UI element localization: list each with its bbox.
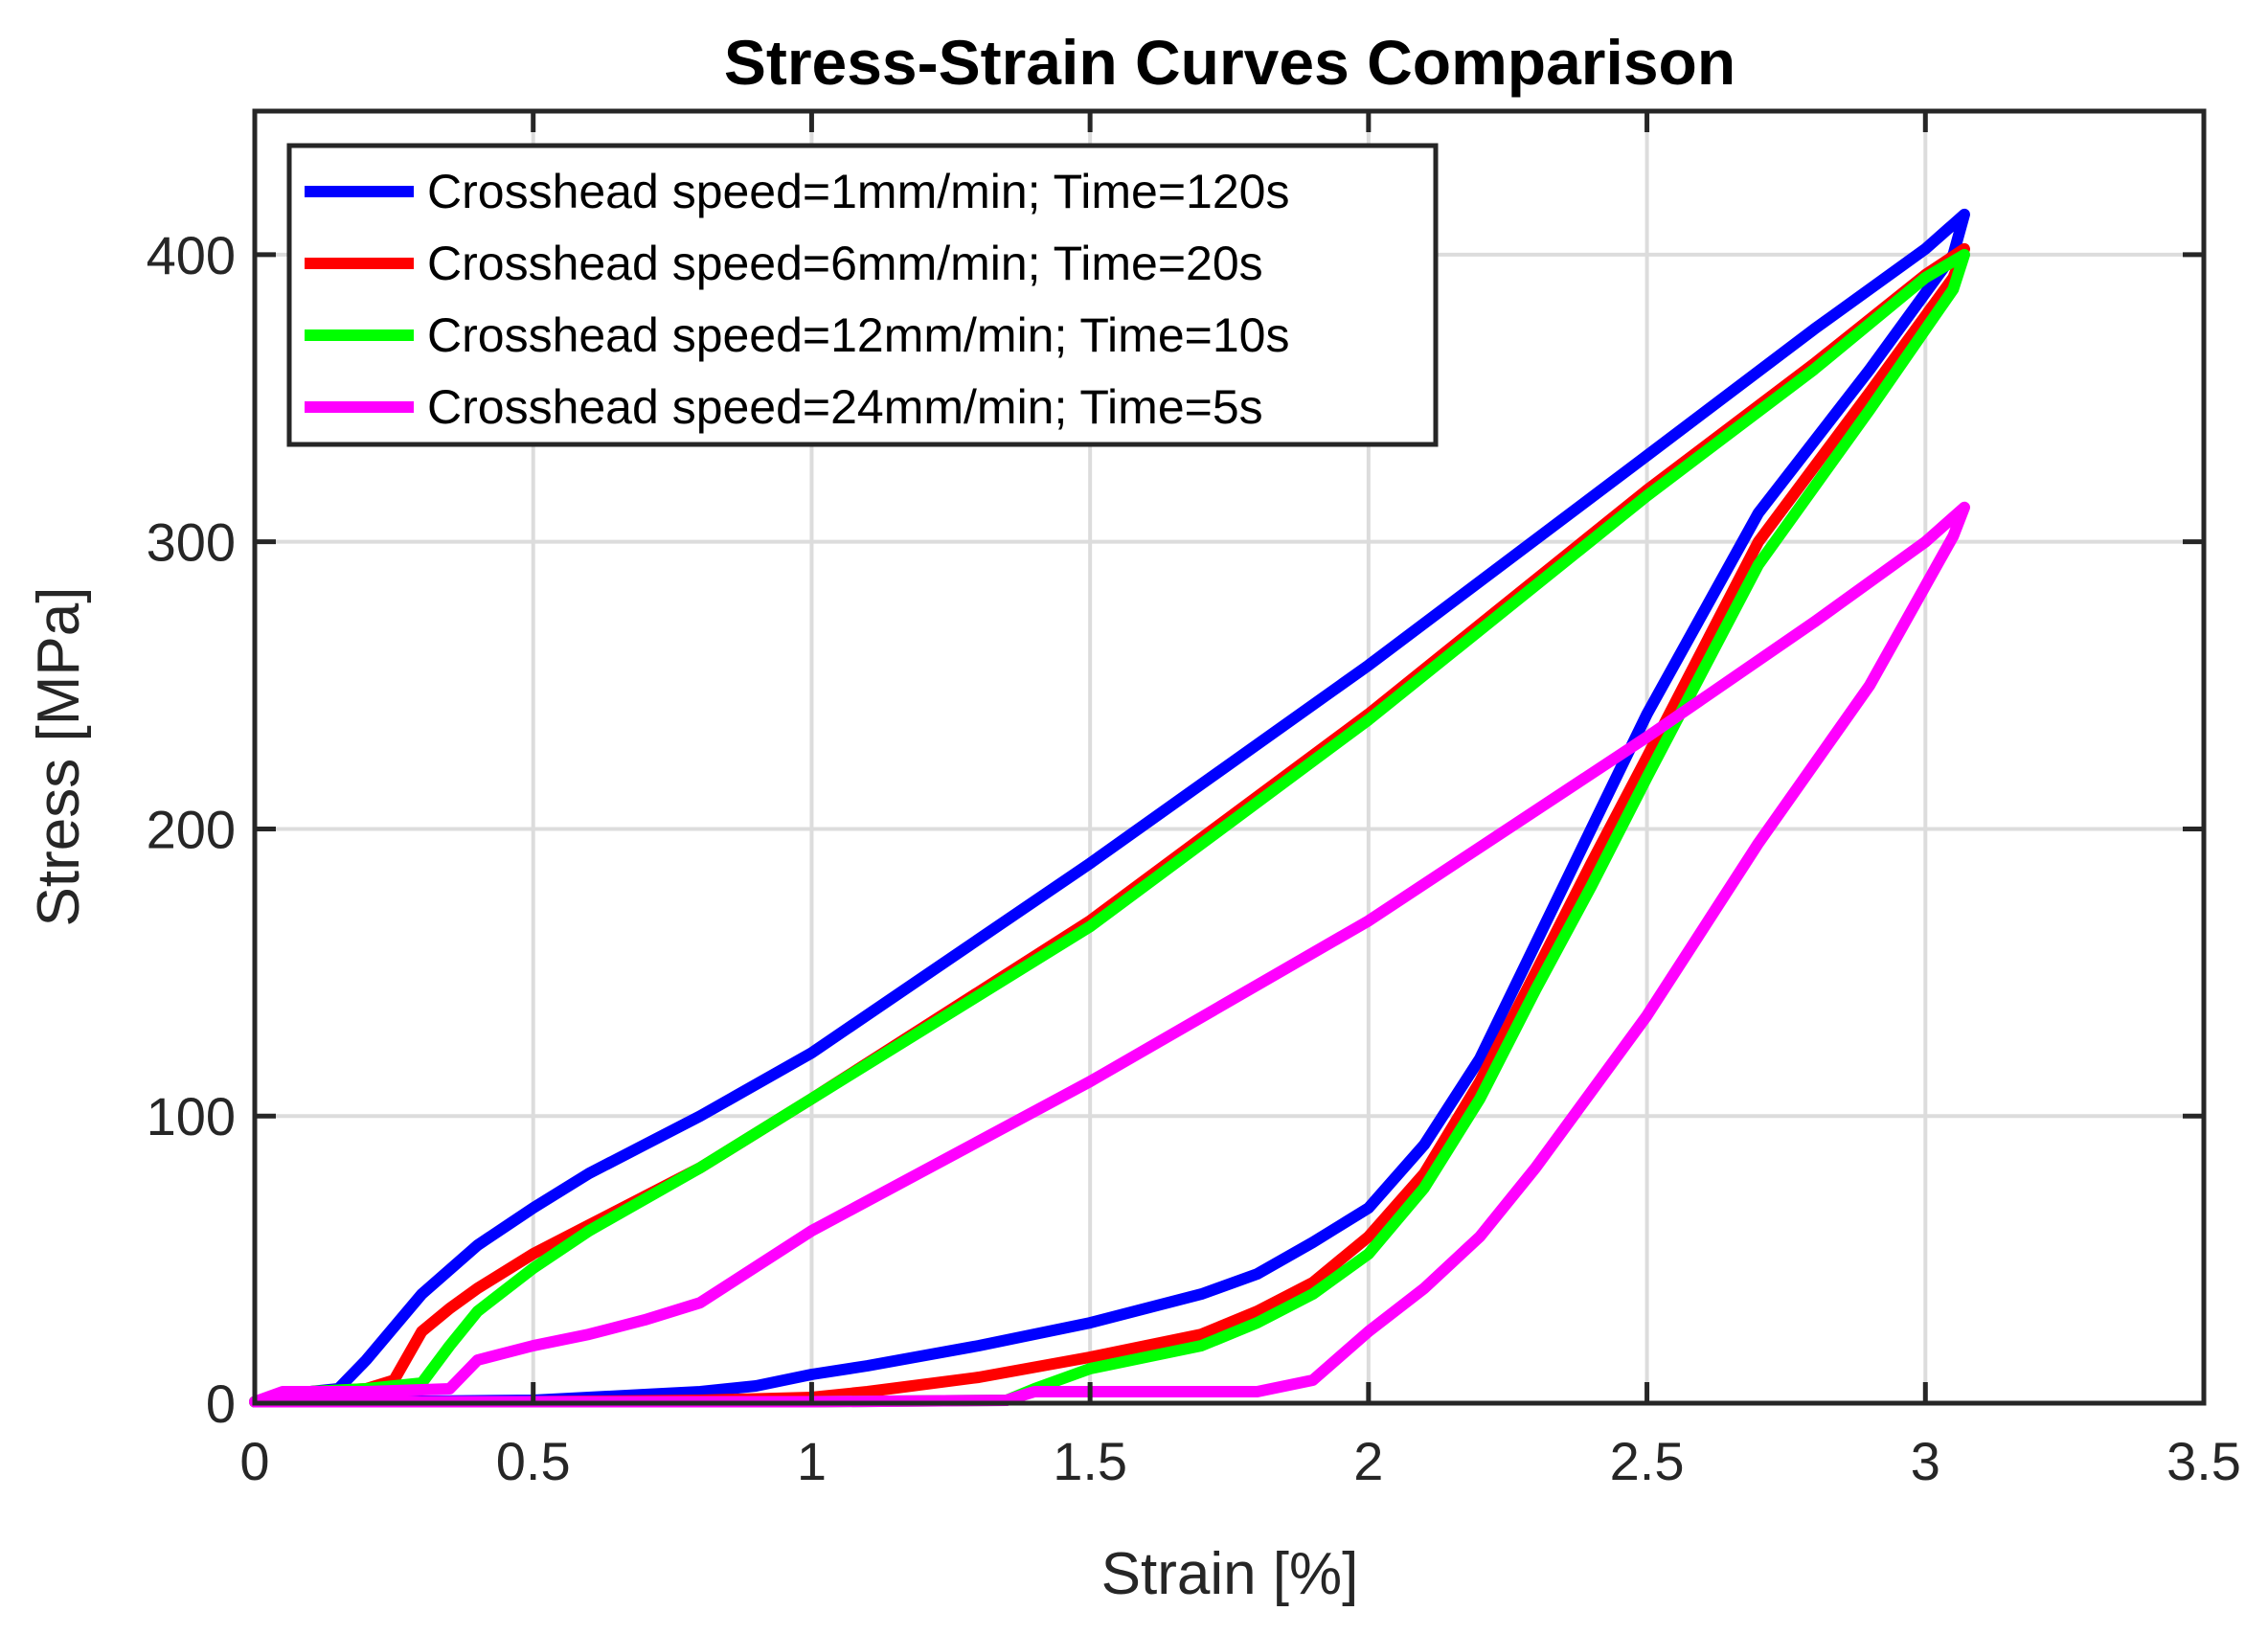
x-tick-label: 1.5	[1053, 1431, 1127, 1491]
x-tick-label: 0.5	[496, 1431, 571, 1491]
y-tick-label: 400	[147, 225, 236, 285]
y-tick-label: 300	[147, 512, 236, 573]
y-tick-label: 0	[206, 1373, 236, 1434]
x-tick-label: 3	[1911, 1431, 1940, 1491]
x-axis-label: Strain [%]	[1101, 1541, 1359, 1607]
series-line-2	[249, 242, 1970, 1408]
x-tick-label: 3.5	[2166, 1431, 2241, 1491]
legend-label-4: Crosshead speed=24mm/min; Time=5s	[427, 380, 1263, 434]
series-line-4	[249, 501, 1970, 1408]
x-tick-labels: 0 0.5 1 1.5 2 2.5 3 3.5	[239, 1431, 2241, 1491]
series-lines	[249, 208, 1970, 1408]
legend: Crosshead speed=1mm/min; Time=120s Crossh…	[286, 143, 1439, 447]
x-tick-label: 2.5	[1610, 1431, 1685, 1491]
y-tick-label: 200	[147, 799, 236, 859]
legend-label-1: Crosshead speed=1mm/min; Time=120s	[427, 165, 1289, 218]
plot-frame	[252, 108, 2207, 1406]
chart-title: Stress-Strain Curves Comparison	[724, 27, 1735, 98]
y-axis-label: Stress [MPa]	[26, 587, 92, 927]
series-line-1	[249, 208, 1970, 1408]
legend-label-3: Crosshead speed=12mm/min; Time=10s	[427, 308, 1289, 362]
series-line-3	[249, 248, 1970, 1408]
legend-box	[286, 143, 1439, 447]
y-tick-label: 100	[147, 1086, 236, 1146]
tick-marks	[252, 111, 2207, 1406]
x-tick-label: 0	[239, 1431, 269, 1491]
x-tick-label: 1	[797, 1431, 827, 1491]
x-tick-label: 2	[1353, 1431, 1383, 1491]
y-tick-labels: 0 100 200 300 400	[147, 225, 236, 1434]
legend-label-2: Crosshead speed=6mm/min; Time=20s	[427, 237, 1263, 290]
